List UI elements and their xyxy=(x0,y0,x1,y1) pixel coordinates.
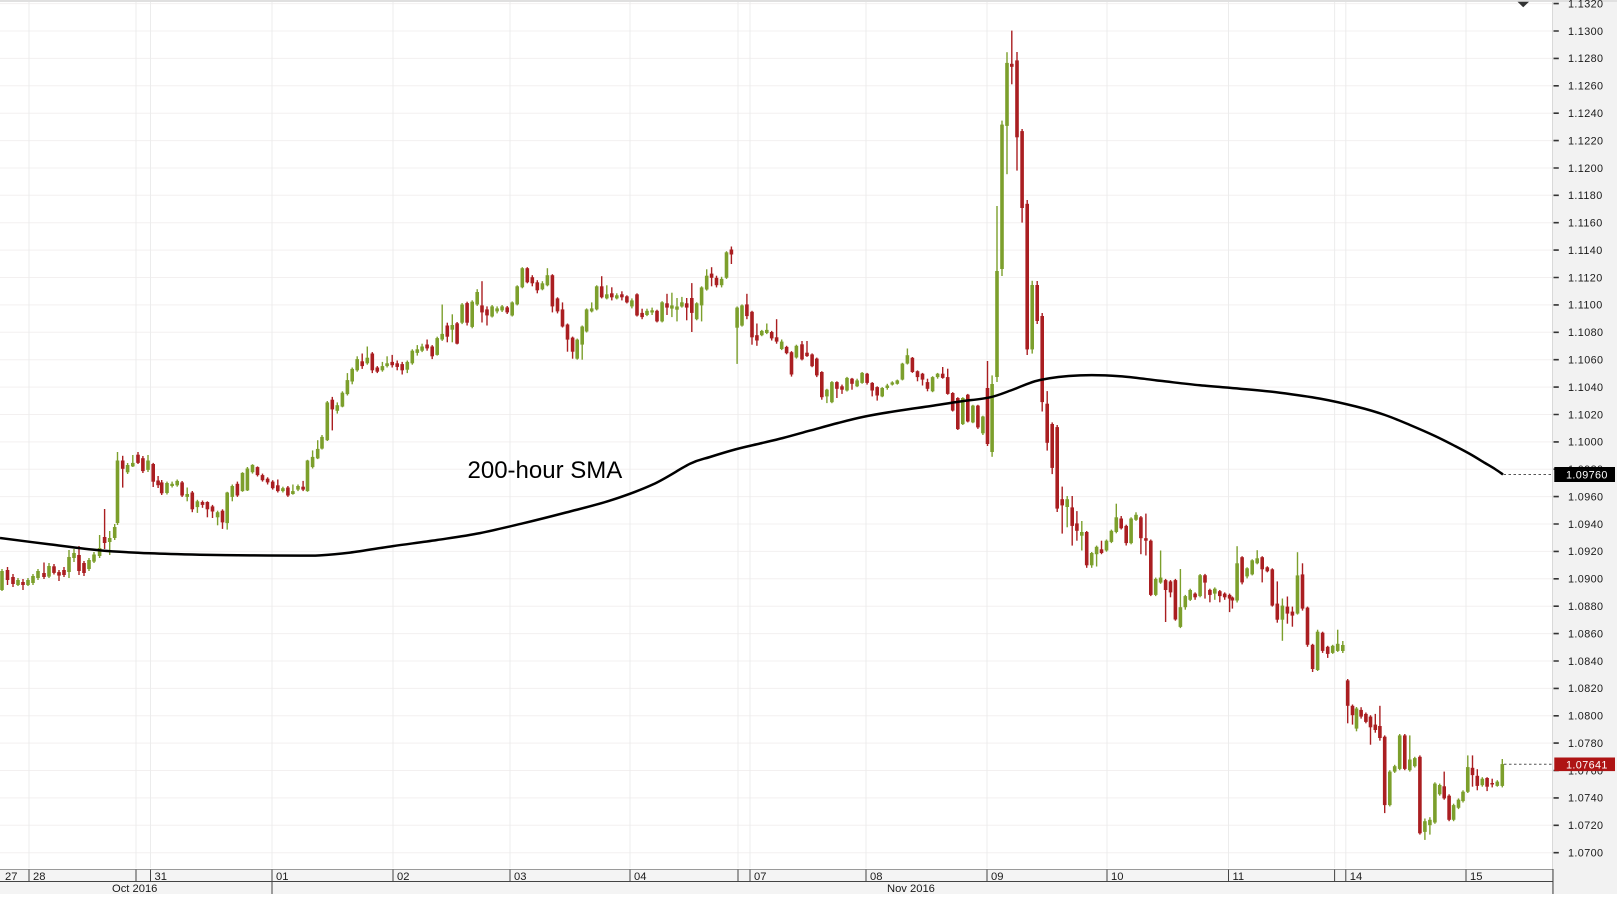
svg-text:1.0860: 1.0860 xyxy=(1568,628,1603,640)
svg-text:1.0720: 1.0720 xyxy=(1568,820,1603,832)
svg-text:1.1120: 1.1120 xyxy=(1568,272,1603,284)
svg-text:1.1220: 1.1220 xyxy=(1568,135,1603,147)
svg-text:1.0820: 1.0820 xyxy=(1568,683,1603,695)
svg-text:1.1080: 1.1080 xyxy=(1568,327,1603,339)
svg-text:1.1140: 1.1140 xyxy=(1568,245,1603,257)
svg-text:14: 14 xyxy=(1350,871,1362,883)
svg-text:1.0920: 1.0920 xyxy=(1568,546,1603,558)
svg-text:1.0800: 1.0800 xyxy=(1568,711,1603,723)
svg-text:1.1060: 1.1060 xyxy=(1568,355,1603,367)
svg-text:1.0740: 1.0740 xyxy=(1568,793,1603,805)
svg-text:1.1000: 1.1000 xyxy=(1568,437,1603,449)
svg-text:04: 04 xyxy=(634,871,646,883)
svg-text:07: 07 xyxy=(754,871,766,883)
svg-text:1.1300: 1.1300 xyxy=(1568,26,1603,38)
svg-text:1.0700: 1.0700 xyxy=(1568,848,1603,860)
svg-text:1.0900: 1.0900 xyxy=(1568,574,1603,586)
svg-text:11: 11 xyxy=(1233,871,1245,883)
svg-text:15: 15 xyxy=(1470,871,1482,883)
svg-text:1.07641: 1.07641 xyxy=(1566,759,1608,771)
svg-text:1.0960: 1.0960 xyxy=(1568,491,1603,503)
svg-text:1.1020: 1.1020 xyxy=(1568,409,1603,421)
svg-text:1.09760: 1.09760 xyxy=(1566,470,1608,482)
svg-text:1.1240: 1.1240 xyxy=(1568,108,1603,120)
svg-text:09: 09 xyxy=(991,871,1003,883)
svg-text:Oct 2016: Oct 2016 xyxy=(112,883,157,894)
svg-text:1.1200: 1.1200 xyxy=(1568,163,1603,175)
svg-text:28: 28 xyxy=(33,871,45,883)
svg-text:1.1040: 1.1040 xyxy=(1568,382,1603,394)
svg-text:08: 08 xyxy=(870,871,882,883)
svg-text:03: 03 xyxy=(514,871,526,883)
svg-text:27: 27 xyxy=(5,871,17,883)
svg-text:1.1320: 1.1320 xyxy=(1568,0,1603,10)
svg-text:Nov 2016: Nov 2016 xyxy=(887,883,935,894)
svg-text:1.1280: 1.1280 xyxy=(1568,53,1603,65)
svg-text:1.1180: 1.1180 xyxy=(1568,190,1603,202)
svg-text:1.1100: 1.1100 xyxy=(1568,300,1603,312)
svg-text:1.0880: 1.0880 xyxy=(1568,601,1603,613)
svg-text:1.1160: 1.1160 xyxy=(1568,218,1603,230)
svg-text:1.0940: 1.0940 xyxy=(1568,519,1603,531)
svg-text:10: 10 xyxy=(1111,871,1123,883)
svg-text:01: 01 xyxy=(276,871,288,883)
svg-text:1.1260: 1.1260 xyxy=(1568,81,1603,93)
svg-text:02: 02 xyxy=(397,871,409,883)
svg-text:1.0780: 1.0780 xyxy=(1568,738,1603,750)
svg-text:31: 31 xyxy=(155,871,167,883)
svg-text:200-hour SMA: 200-hour SMA xyxy=(468,457,623,484)
svg-text:1.0840: 1.0840 xyxy=(1568,656,1603,668)
